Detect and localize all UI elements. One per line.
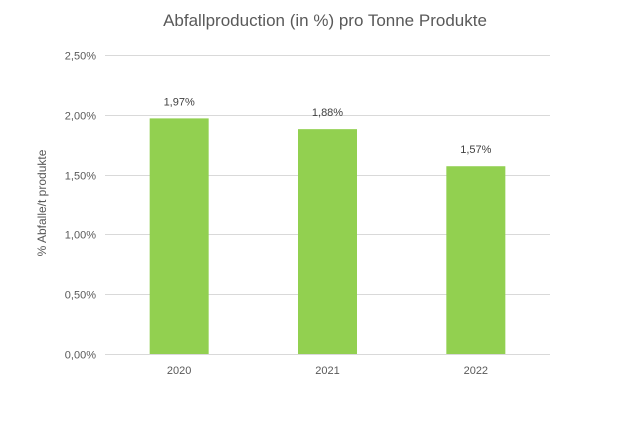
x-tick-label: 2021 bbox=[315, 365, 339, 377]
x-tick-label: 2020 bbox=[167, 365, 191, 377]
data-label-2022: 1,57% bbox=[460, 144, 491, 156]
x-tick-label: 2022 bbox=[464, 365, 488, 377]
bars bbox=[149, 118, 506, 354]
y-tick-label: 2,00% bbox=[65, 111, 96, 123]
y-tick-label: 0,50% bbox=[65, 290, 96, 302]
y-axis-label: % Abfalle/t produkte bbox=[35, 149, 49, 256]
y-tick-label: 1,00% bbox=[65, 230, 96, 242]
data-labels: 1,97% 1,88% 1,57% bbox=[164, 96, 492, 156]
bar-2021 bbox=[298, 129, 357, 354]
chart-title: Abfallproduction (in %) pro Tonne Produk… bbox=[163, 11, 487, 30]
y-tick-label: 2,50% bbox=[65, 51, 96, 63]
bar-2020 bbox=[149, 118, 209, 354]
y-tick-label: 0,00% bbox=[65, 350, 96, 362]
y-tick-labels: 0,00% 0,50% 1,00% 1,50% 2,00% 2,50% bbox=[65, 51, 96, 362]
bar-2022 bbox=[446, 166, 506, 354]
x-tick-labels: 2020 2021 2022 bbox=[167, 365, 488, 377]
data-label-2021: 1,88% bbox=[312, 107, 343, 119]
y-tick-label: 1,50% bbox=[65, 171, 96, 183]
data-label-2020: 1,97% bbox=[164, 96, 195, 108]
